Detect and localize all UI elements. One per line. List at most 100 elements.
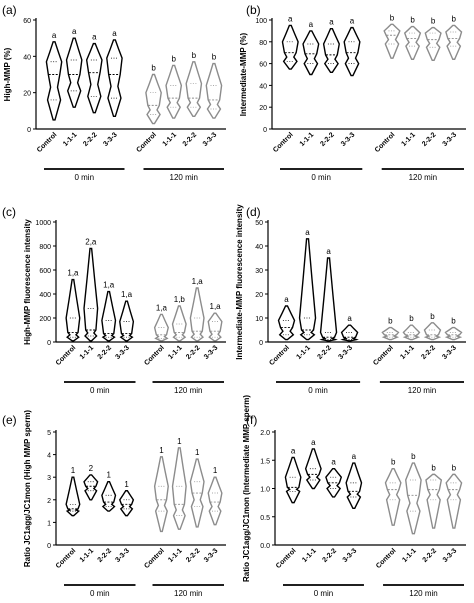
category-label: 3-3-3 xyxy=(203,344,220,361)
significance-label: b xyxy=(151,64,156,73)
category-label: 3-3-3 xyxy=(337,344,354,361)
violin xyxy=(319,257,338,342)
group-label: 120 min xyxy=(174,386,202,395)
category-label: Control xyxy=(268,344,291,367)
violin xyxy=(445,473,463,529)
violin xyxy=(277,305,296,341)
significance-label: 1 xyxy=(124,480,129,489)
category-label: 2-2-2 xyxy=(182,131,199,148)
y-tick-label: 1.5 xyxy=(260,458,270,465)
significance-label: a xyxy=(92,33,97,42)
violin xyxy=(444,326,463,341)
violin xyxy=(403,25,422,60)
violin xyxy=(325,468,343,498)
y-tick-label: 1000 xyxy=(35,220,51,227)
category-label: 3-3-3 xyxy=(441,344,458,361)
category-label: 1-1-1 xyxy=(162,131,179,148)
significance-label: 1 xyxy=(106,471,111,480)
category-label: Control xyxy=(55,547,78,570)
violin xyxy=(106,39,123,117)
significance-label: a xyxy=(309,20,314,29)
group-label: 120 min xyxy=(170,173,198,182)
y-tick-label: 2 xyxy=(47,498,51,505)
significance-label: a xyxy=(112,29,117,38)
violin xyxy=(281,24,299,70)
violin xyxy=(445,24,463,60)
significance-label: a xyxy=(352,452,357,461)
y-tick-label: 0 xyxy=(47,340,51,347)
violin xyxy=(298,238,317,341)
violin xyxy=(83,474,99,501)
y-axis-label: Ratio JC1agg/JC1mon (High MMP sperm) xyxy=(23,410,32,568)
category-label: 3-3-3 xyxy=(442,131,459,148)
significance-label: a xyxy=(284,295,289,304)
y-tick-label: 0 xyxy=(47,543,51,550)
significance-label: b xyxy=(391,458,396,467)
panel-label: (a) xyxy=(2,3,17,17)
category-label: 1-1-1 xyxy=(401,547,418,564)
violin xyxy=(302,30,320,76)
category-label: Control xyxy=(272,131,295,154)
y-tick-label: 40 xyxy=(259,83,267,90)
y-tick-label: 20 xyxy=(255,292,263,299)
panel-label: (d) xyxy=(246,205,261,219)
group-label: 0 min xyxy=(314,589,334,598)
y-tick-label: 60 xyxy=(259,62,267,69)
category-label: 1-1-1 xyxy=(301,547,318,564)
y-axis-label: High-MMP (%) xyxy=(3,47,12,101)
group-label: 0 min xyxy=(308,386,328,395)
group-label: 0 min xyxy=(74,173,94,182)
violin xyxy=(384,468,402,526)
category-label: 2-2-2 xyxy=(319,131,336,148)
significance-label: b xyxy=(388,317,393,326)
significance-label: a xyxy=(288,14,293,23)
category-label: 1-1-1 xyxy=(79,344,96,361)
panel-label: (c) xyxy=(2,205,16,219)
significance-label: b xyxy=(452,463,457,472)
y-tick-label: 100 xyxy=(255,18,267,25)
violin xyxy=(83,247,99,342)
violin xyxy=(425,473,443,529)
y-tick-label: 0.0 xyxy=(260,543,270,550)
group-label: 120 min xyxy=(174,589,202,598)
panel-5: (e) 0 1 2 3 4 5 Ratio JC1agg/JC1mon (High MMP s… xyxy=(2,410,226,598)
significance-label: 2 xyxy=(89,464,94,473)
category-label: Control xyxy=(375,547,398,570)
violin xyxy=(322,28,340,74)
category-label: 1-1-1 xyxy=(167,547,184,564)
significance-label: 1 xyxy=(195,448,200,457)
category-label: 3-3-3 xyxy=(203,547,220,564)
y-tick-label: 800 xyxy=(39,244,51,251)
y-tick-label: 20 xyxy=(23,91,31,98)
significance-label: a xyxy=(305,228,310,237)
group-label: 120 min xyxy=(409,589,437,598)
category-label: Control xyxy=(55,344,78,367)
significance-label: b xyxy=(410,16,415,25)
y-tick-label: 50 xyxy=(255,220,263,227)
significance-label: a xyxy=(347,314,352,323)
y-axis-label: Intermediate-MMP fluorescence intensity xyxy=(235,204,244,360)
y-tick-label: 400 xyxy=(39,292,51,299)
panel-2: (b) 0 20 40 60 80 100 Intermediate-MMP (%) a Cont… xyxy=(239,3,466,182)
category-label: 2-2-2 xyxy=(97,547,114,564)
violin xyxy=(423,322,442,341)
significance-label: 1 xyxy=(213,466,218,475)
category-label: 1-1-1 xyxy=(295,344,312,361)
violin xyxy=(171,305,187,342)
violin xyxy=(424,26,442,62)
y-tick-label: 80 xyxy=(259,40,267,47)
category-label: 2-2-2 xyxy=(422,547,439,564)
y-tick-label: 5 xyxy=(47,430,51,437)
significance-label: 1,a xyxy=(103,281,115,290)
violin xyxy=(343,26,361,77)
panel-4: (d) 0 10 20 30 40 50 Intermediate-MMP fluoresce… xyxy=(235,204,466,395)
violin xyxy=(118,490,135,517)
category-label: Control xyxy=(135,131,158,154)
violin xyxy=(65,37,83,108)
y-tick-label: 200 xyxy=(39,316,51,323)
category-label: 1-1-1 xyxy=(62,131,79,148)
violin xyxy=(171,447,187,530)
significance-label: 1,a xyxy=(210,302,222,311)
